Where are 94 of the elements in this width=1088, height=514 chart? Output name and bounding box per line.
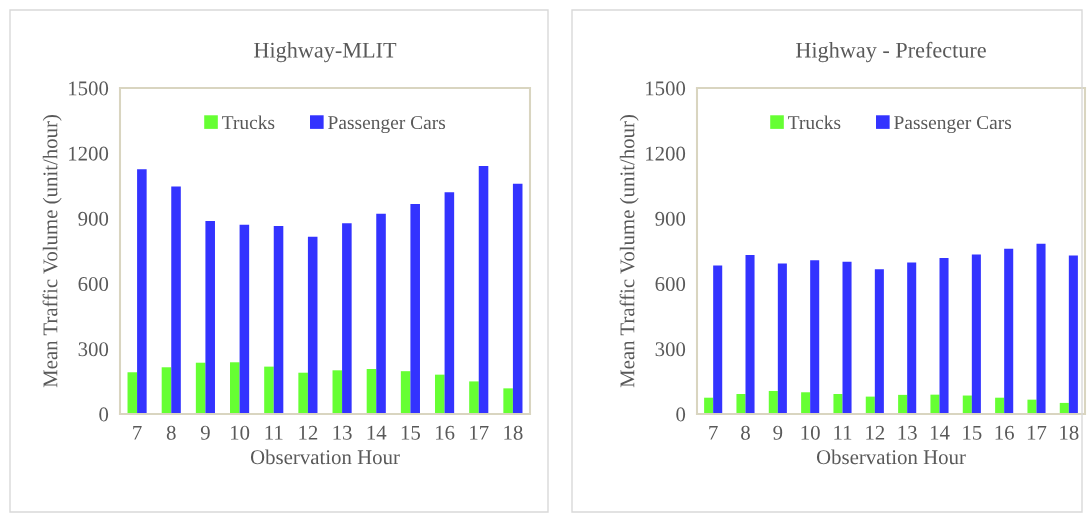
x-tick-label: 12 — [866, 425, 885, 440]
bar — [137, 169, 147, 414]
bar — [736, 394, 746, 414]
bar — [376, 213, 386, 414]
bar — [704, 397, 714, 414]
bar — [298, 372, 308, 414]
bar — [230, 362, 240, 414]
x-tick-label: 13 — [898, 425, 917, 440]
x-tick-label: 8 — [166, 425, 176, 440]
bar — [366, 369, 377, 414]
bar — [127, 372, 138, 414]
chart-title: Highway - Prefecture — [796, 41, 986, 63]
x-tick-label: 13 — [333, 425, 352, 440]
bar — [777, 263, 787, 414]
bar — [264, 366, 274, 414]
bar — [444, 192, 455, 414]
x-tick-label: 8 — [741, 425, 750, 440]
y-tick-label: 1200 — [69, 146, 109, 161]
chart-title: Highway-MLIT — [254, 42, 397, 63]
bar — [1068, 255, 1078, 414]
bar — [801, 392, 811, 414]
x-tick-label: 7 — [133, 425, 142, 440]
bar — [768, 390, 778, 414]
bar — [713, 265, 723, 414]
x-axis-title: Observation Hour — [250, 449, 400, 465]
y-tick-label: 300 — [78, 342, 109, 357]
x-tick-label: 11 — [265, 425, 283, 440]
bar — [745, 254, 755, 414]
bar — [161, 367, 172, 414]
y-tick-label: 900 — [655, 211, 686, 226]
x-tick-label: 16 — [995, 425, 1014, 440]
bar — [842, 261, 852, 414]
x-tick-label: 9 — [773, 425, 783, 440]
bar — [342, 223, 352, 414]
bar — [273, 226, 284, 414]
y-tick-label: 1500 — [69, 81, 109, 96]
bar — [810, 260, 820, 414]
bar — [874, 269, 884, 414]
bar — [195, 362, 206, 414]
x-tick-label: 15 — [401, 425, 421, 440]
x-tick-label: 7 — [709, 425, 718, 440]
bar — [503, 388, 513, 414]
bar — [939, 257, 949, 414]
legend-label: Trucks — [788, 115, 841, 130]
bar — [962, 395, 972, 414]
x-tick-label: 15 — [963, 425, 982, 440]
bar — [400, 371, 411, 414]
y-tick-label: 600 — [78, 276, 109, 292]
bar — [971, 254, 981, 414]
bar — [865, 396, 875, 414]
bar — [239, 224, 250, 414]
legend-label: Trucks — [222, 115, 275, 130]
bar — [410, 204, 420, 414]
x-tick-label: 10 — [801, 425, 820, 440]
x-tick-label: 17 — [470, 425, 489, 440]
y-tick-label: 600 — [655, 276, 686, 292]
x-tick-label: 12 — [299, 425, 318, 440]
y-tick-label: 300 — [655, 342, 686, 357]
x-tick-label: 11 — [834, 425, 852, 440]
bar — [205, 221, 215, 414]
legend-label: Passenger Cars — [328, 116, 446, 134]
x-tick-label: 10 — [231, 425, 250, 440]
bar — [435, 374, 445, 414]
y-tick-label: 900 — [78, 211, 109, 226]
y-axis-title: Mean Traffic Volume (unit/hour) — [619, 115, 639, 388]
legend-label: Passenger Cars — [894, 116, 1012, 134]
x-tick-label: 14 — [930, 425, 950, 440]
bar — [332, 370, 343, 414]
bar — [907, 262, 917, 414]
y-axis-title: Mean Traffic Volume (unit/hour) — [42, 115, 62, 388]
bar — [995, 397, 1005, 414]
bar — [1036, 243, 1046, 414]
y-tick-label: 1500 — [646, 81, 686, 96]
x-axis-title: Observation Hour — [816, 449, 966, 465]
bar — [469, 381, 479, 414]
bar — [1059, 402, 1069, 414]
bar — [1027, 399, 1037, 414]
bar — [833, 394, 843, 414]
x-tick-label: 17 — [1027, 425, 1047, 440]
bar — [171, 186, 181, 414]
x-tick-label: 18 — [504, 425, 523, 440]
y-tick-label: 0 — [99, 407, 109, 422]
bar — [307, 236, 318, 414]
x-tick-label: 18 — [1060, 425, 1079, 440]
x-tick-label: 14 — [367, 425, 387, 440]
bar — [512, 183, 523, 414]
y-tick-label: 0 — [676, 407, 686, 422]
x-tick-label: 9 — [200, 425, 210, 440]
bar — [898, 394, 908, 414]
bar — [478, 166, 489, 414]
bar — [1004, 248, 1014, 414]
y-tick-label: 1200 — [646, 146, 686, 161]
bar — [930, 394, 940, 414]
x-tick-label: 16 — [436, 425, 455, 440]
